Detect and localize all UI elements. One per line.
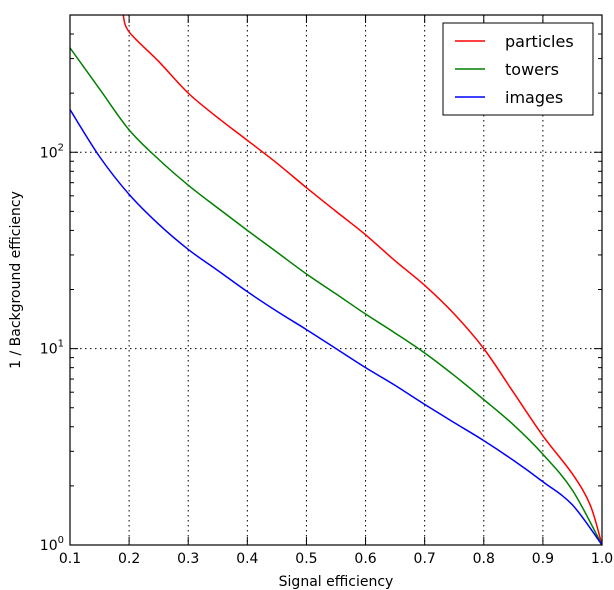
y-tick-labels: 100 101 102	[40, 142, 64, 554]
x-tick-label: 1.0	[591, 551, 613, 567]
legend-label-images: images	[505, 88, 563, 107]
x-axis-label: Signal efficiency	[279, 574, 394, 590]
legend: particles towers images	[442, 22, 594, 116]
series-line-towers	[70, 47, 602, 545]
y-axis-label: 1 / Background efficiency	[8, 191, 24, 369]
x-tick-labels: 0.1 0.2 0.3 0.4 0.5 0.6 0.7 0.8 0.9 1.0	[59, 551, 613, 567]
x-tick-label: 0.4	[236, 551, 258, 567]
axis-ticks	[69, 15, 603, 546]
y-tick-label: 100	[40, 535, 64, 554]
x-tick-label: 0.8	[473, 551, 495, 567]
plot-frame	[69, 14, 603, 546]
y-tick-label: 102	[40, 142, 64, 161]
series-lines	[70, 15, 602, 545]
x-tick-label: 0.9	[532, 551, 554, 567]
series-line-images	[70, 109, 602, 545]
legend-label-particles: particles	[505, 32, 574, 51]
grid	[70, 15, 602, 545]
legend-label-towers: towers	[505, 60, 559, 79]
x-tick-label: 0.5	[295, 551, 317, 567]
x-tick-label: 0.2	[118, 551, 140, 567]
x-tick-label: 0.1	[59, 551, 81, 567]
series-line-particles	[122, 15, 602, 545]
y-tick-label: 101	[40, 339, 64, 358]
x-tick-label: 0.3	[177, 551, 199, 567]
x-tick-label: 0.6	[354, 551, 376, 567]
x-tick-label: 0.7	[414, 551, 436, 567]
